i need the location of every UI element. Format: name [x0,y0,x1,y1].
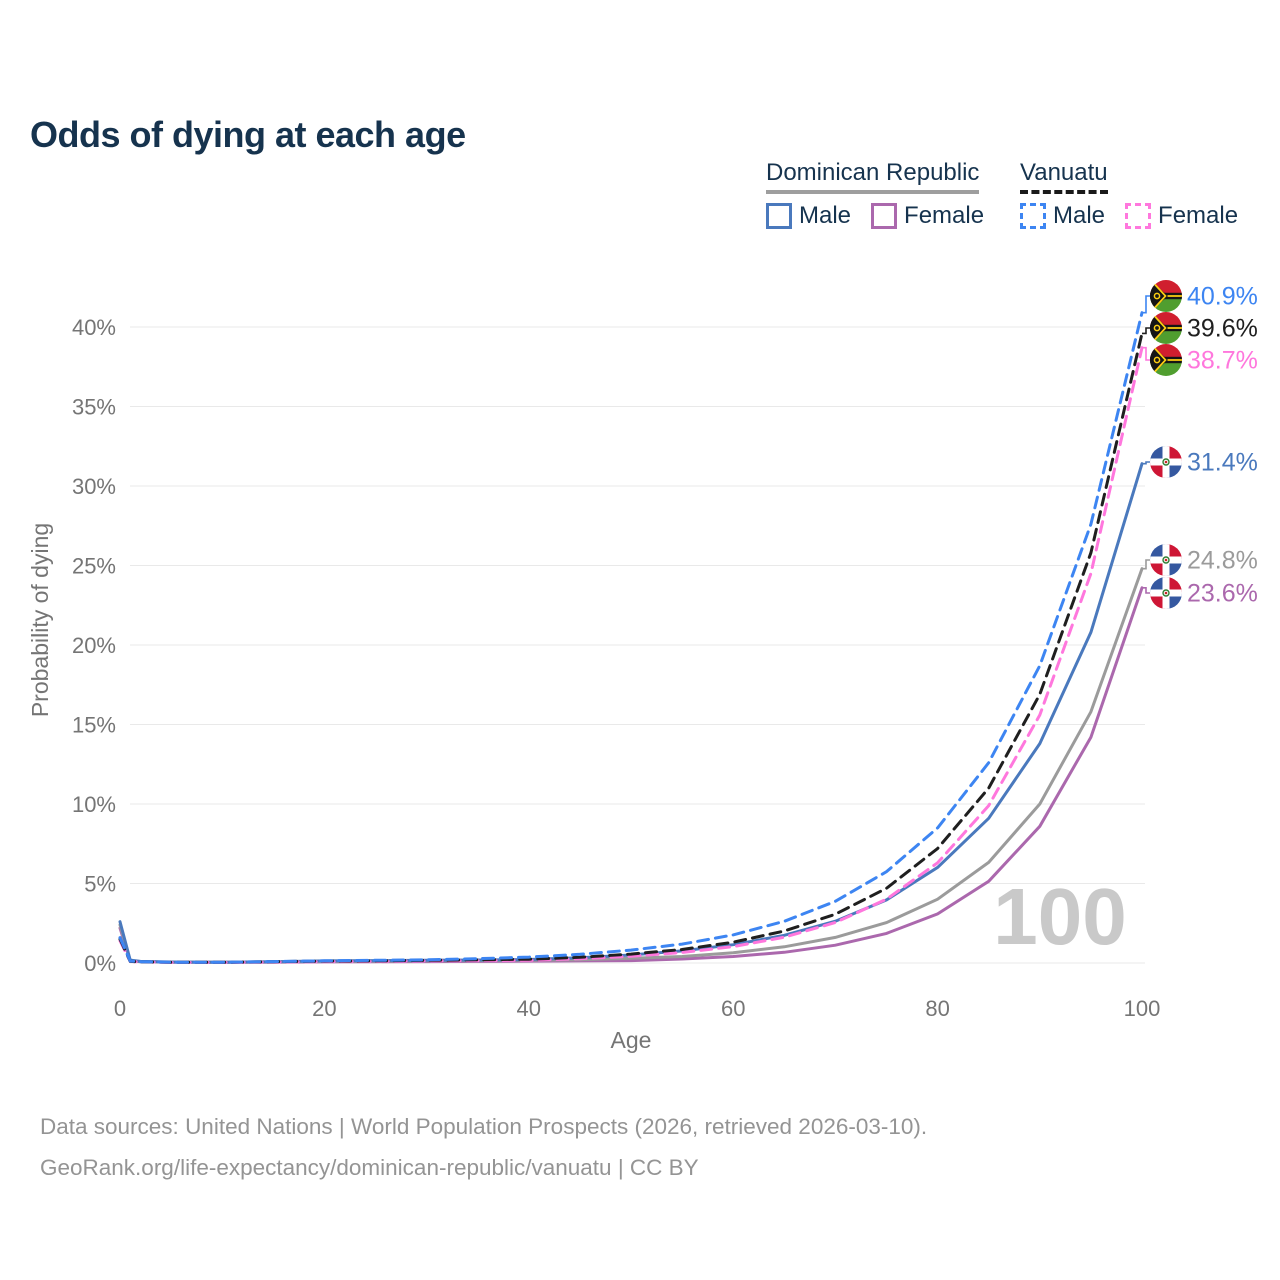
y-tick-label: 5% [84,872,116,897]
dr-male-swatch-icon [766,203,792,229]
y-tick-label: 0% [84,951,116,976]
vu-female-swatch-icon [1125,203,1152,229]
y-tick-label: 15% [72,713,116,738]
x-tick-label: 20 [312,996,336,1021]
legend-country-dominican-republic[interactable]: Dominican Republic [766,160,980,194]
end-labels: 40.9% 39.6% 38.7% 31.4% 24.8% 23.6% [1142,280,1258,609]
end-label-vanuatu-female: 38.7% [1187,347,1258,375]
y-tick-label: 25% [72,554,116,579]
line-dominican-republic-female [118,586,1144,964]
label-connector [1142,586,1150,594]
y-tick-label: 35% [72,395,116,420]
x-axis-label: Age [611,1027,652,1053]
vanuatu-flag-icon [1150,280,1182,312]
end-label-dominican-republic-total: 24.8% [1187,547,1258,575]
legend-item-dr-male[interactable]: Male [766,203,851,229]
legend-item-vu-male[interactable]: Male [1020,203,1105,229]
line-dominican-republic-total [118,567,1144,964]
chart-title: Odds of dying at each age [30,114,466,156]
footer-data-sources: Data sources: United Nations | World Pop… [40,1114,928,1139]
watermark-age-100: 100 [993,872,1126,961]
label-connector [1142,295,1150,314]
y-tick-label: 30% [72,474,116,499]
end-label-vanuatu-male: 40.9% [1187,283,1258,311]
legend-item-label: Male [799,202,852,229]
legend-item-label: Female [1158,202,1239,229]
line-vanuatu-male [118,311,1144,964]
y-tick-label: 40% [72,315,116,340]
dominican-republic-flag-icon [1150,577,1182,609]
end-label-vanuatu-total: 39.6% [1187,315,1258,343]
series-lines [118,311,1144,964]
x-tick-label: 0 [114,996,126,1021]
dr-female-swatch-icon [871,203,898,229]
legend-item-label: Male [1053,202,1106,229]
vanuatu-flag-icon [1150,312,1182,344]
legend-item-label: Female [904,202,985,229]
dominican-republic-flag-icon [1150,446,1182,478]
legend-group-vanuatu: Vanuatu Male Female [1020,160,1238,229]
legend-group-dominican-republic: Dominican Republic Male Female [766,160,984,229]
footer-attribution: GeoRank.org/life-expectancy/dominican-re… [40,1155,699,1180]
vanuatu-flag-icon [1150,344,1182,376]
line-vanuatu-total [118,331,1144,964]
footer: Data sources: United Nations | World Pop… [40,1106,927,1188]
line-dominican-republic-male [118,462,1144,964]
legend-item-dr-female[interactable]: Female [871,203,984,229]
label-connector [1142,327,1150,335]
x-tick-label: 40 [517,996,541,1021]
x-tick-label: 60 [721,996,745,1021]
label-connector [1142,346,1150,361]
gridlines [130,326,1145,964]
label-connector [1142,559,1150,570]
dominican-republic-flag-icon [1150,544,1182,576]
legend-country-vanuatu[interactable]: Vanuatu [1020,160,1108,194]
legend: Dominican Republic Male Female Vanuatu M… [0,160,1280,240]
label-connector [1142,461,1150,465]
x-tick-label: 80 [925,996,949,1021]
y-axis-label: Probability of dying [27,523,53,717]
legend-item-vu-female[interactable]: Female [1125,203,1238,229]
x-tick-label: 100 [1124,996,1161,1021]
end-label-dominican-republic-male: 31.4% [1187,449,1258,477]
y-tick-label: 10% [72,792,116,817]
legend-items-dominican-republic: Male Female [766,203,984,229]
line-vanuatu-female [118,346,1144,964]
end-label-dominican-republic-female: 23.6% [1187,580,1258,608]
legend-items-vanuatu: Male Female [1020,203,1238,229]
axis-ticks: 0% 5% 10% 15% 20% 25% 30% 35% 40% 0 20 40 60 80 100 [72,315,1160,1021]
vu-male-swatch-icon [1020,203,1046,229]
y-tick-label: 20% [72,633,116,658]
